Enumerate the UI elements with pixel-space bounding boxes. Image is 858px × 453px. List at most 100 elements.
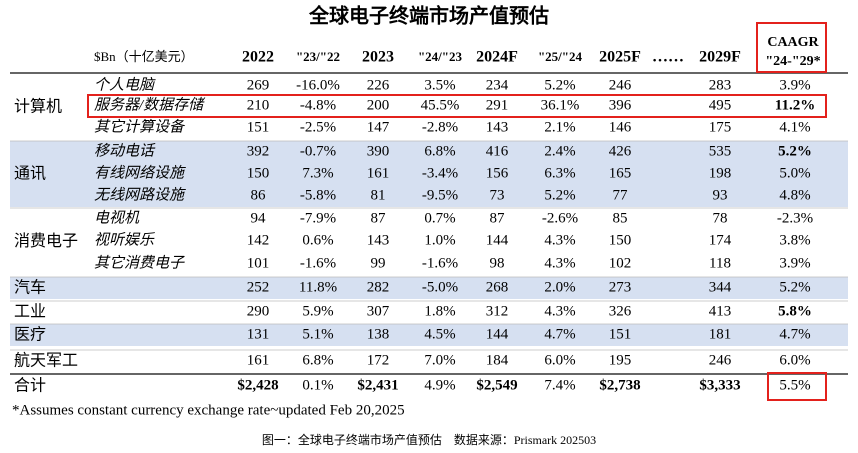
cell: -3.4%: [422, 165, 458, 181]
cell: 234: [486, 77, 509, 93]
total-cell: $2,428: [237, 377, 278, 393]
column-header: 2029F: [699, 49, 741, 66]
cell: 6.0%: [779, 352, 810, 368]
cell: 416: [486, 143, 509, 159]
cell: 102: [609, 255, 632, 271]
column-header: "25/"24: [538, 49, 583, 64]
total-cell: $2,549: [476, 377, 517, 393]
cell: 3.9%: [779, 255, 810, 271]
cell: 4.3%: [544, 303, 575, 319]
cell: 101: [247, 255, 270, 271]
cell: 268: [486, 279, 509, 295]
highlight-box: [87, 94, 827, 118]
cell: 3.8%: [779, 232, 810, 248]
cell: -1.6%: [422, 255, 458, 271]
cell: 144: [486, 326, 509, 342]
row-label: 个人电脑: [94, 76, 156, 93]
highlight-box: [767, 372, 827, 401]
cell: 5.9%: [302, 303, 333, 319]
cell: 4.7%: [779, 326, 810, 342]
cell: 151: [247, 119, 270, 135]
group-label: 通讯: [14, 164, 46, 183]
cell: 181: [709, 326, 732, 342]
cell: -5.8%: [300, 187, 336, 203]
cell: 146: [609, 119, 632, 135]
footnote: *Assumes constant currency exchange rate…: [12, 402, 405, 418]
cell: 273: [609, 279, 632, 295]
cell: 142: [247, 232, 270, 248]
group-label: 计算机: [14, 97, 62, 116]
total-cell: 7.4%: [544, 377, 575, 393]
cell: 269: [247, 77, 270, 93]
cell: 5.8%: [778, 303, 812, 319]
cell: 6.3%: [544, 165, 575, 181]
cell: 184: [486, 352, 509, 368]
row-label: 无线网路设施: [94, 186, 186, 203]
cell: 11.8%: [299, 279, 337, 295]
cell: -2.3%: [777, 210, 813, 226]
cell: 390: [367, 143, 390, 159]
cell: 210: [247, 97, 270, 113]
cell: 5.2%: [778, 143, 812, 159]
column-header: 2022: [242, 49, 274, 66]
cell: 291: [486, 97, 509, 113]
cell: 226: [367, 77, 390, 93]
cell: 426: [609, 143, 632, 159]
group-shade: [10, 277, 848, 299]
cell: 85: [613, 210, 628, 226]
cell: 290: [247, 303, 270, 319]
group-label: 工业: [14, 302, 46, 321]
cell: 535: [709, 143, 732, 159]
cell: 1.0%: [424, 232, 455, 248]
cell: 0.6%: [302, 232, 333, 248]
cell: 4.7%: [544, 326, 575, 342]
cell: 4.8%: [779, 187, 810, 203]
column-header: 2025F: [599, 49, 641, 66]
cell: 5.0%: [779, 165, 810, 181]
cell: 0.7%: [424, 210, 455, 226]
group-label: 医疗: [14, 325, 46, 344]
cell: 143: [486, 119, 509, 135]
cell: 252: [247, 279, 270, 295]
total-cell: 0.1%: [302, 377, 333, 393]
cell: 495: [709, 97, 732, 113]
row-label: 电视机: [94, 209, 140, 226]
group-label: 汽车: [14, 278, 46, 297]
cell: -2.8%: [422, 119, 458, 135]
total-cell: $3,333: [699, 377, 740, 393]
cell: 5.2%: [779, 279, 810, 295]
caagr-header: CAAGR: [767, 35, 819, 50]
cell: 3.9%: [779, 77, 810, 93]
cell: 200: [367, 97, 390, 113]
total-cell: 5.5%: [779, 377, 810, 393]
group-label: 消费电子: [14, 231, 78, 250]
column-header: 2024F: [476, 49, 518, 66]
total-cell: 4.9%: [424, 377, 455, 393]
cell: -16.0%: [296, 77, 340, 93]
cell: 138: [367, 326, 390, 342]
cell: 4.3%: [544, 232, 575, 248]
cell: 131: [247, 326, 270, 342]
cell: 150: [609, 232, 632, 248]
cell: -1.6%: [300, 255, 336, 271]
cell: 2.1%: [544, 119, 575, 135]
cell: 413: [709, 303, 732, 319]
backgrounds: [10, 141, 848, 346]
cell: 282: [367, 279, 390, 295]
cell: 4.3%: [544, 255, 575, 271]
cell: 165: [609, 165, 632, 181]
cell: 4.5%: [424, 326, 455, 342]
cell: 6.8%: [302, 352, 333, 368]
cell: -2.6%: [542, 210, 578, 226]
cell: 195: [609, 352, 632, 368]
total-cell: $2,738: [599, 377, 640, 393]
cell: 396: [609, 97, 632, 113]
cell: 150: [247, 165, 270, 181]
unit-label: $Bn（十亿美元）: [94, 49, 194, 64]
cell: 246: [709, 352, 732, 368]
cell: 73: [490, 187, 505, 203]
cell: 6.8%: [424, 143, 455, 159]
row-label: 视听娱乐: [94, 231, 155, 248]
cell: 7.0%: [424, 352, 455, 368]
cell: 5.2%: [544, 77, 575, 93]
